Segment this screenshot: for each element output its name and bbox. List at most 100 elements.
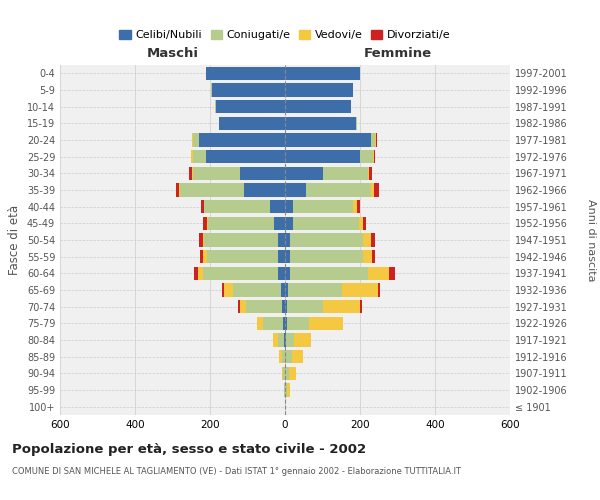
Bar [257, 316, 263, 330]
Legend: Celibi/Nubili, Coniugati/e, Vedovi/e, Divorziati/e: Celibi/Nubili, Coniugati/e, Vedovi/e, Di… [115, 25, 455, 44]
Bar [356, 116, 357, 130]
Bar [364, 234, 371, 246]
Bar [370, 166, 373, 180]
Bar [284, 334, 285, 346]
Bar [285, 284, 288, 296]
Bar [207, 216, 208, 230]
Bar [199, 134, 285, 146]
Bar [180, 184, 244, 196]
Bar [179, 184, 180, 196]
Text: COMUNE DI SAN MICHELE AL TAGLIAMENTO (VE) - Dati ISTAT 1° gennaio 2002 - Elabora: COMUNE DI SAN MICHELE AL TAGLIAMENTO (VE… [12, 468, 461, 476]
Bar [203, 250, 207, 264]
Bar [273, 334, 277, 346]
Text: Femmine: Femmine [364, 47, 431, 60]
Bar [378, 284, 380, 296]
Bar [360, 150, 373, 164]
Bar [286, 334, 294, 346]
Bar [305, 184, 371, 196]
Bar [278, 266, 285, 280]
Bar [367, 166, 370, 180]
Bar [285, 384, 287, 396]
Bar [199, 250, 203, 264]
Bar [193, 134, 199, 146]
Bar [277, 334, 284, 346]
Bar [279, 350, 282, 364]
Bar [357, 200, 360, 213]
Bar [190, 166, 193, 180]
Bar [191, 134, 193, 146]
Bar [285, 100, 350, 114]
Bar [375, 134, 376, 146]
Bar [176, 184, 179, 196]
Bar [220, 116, 285, 130]
Bar [290, 250, 362, 264]
Bar [285, 266, 290, 280]
Bar [282, 366, 283, 380]
Bar [323, 300, 360, 314]
Bar [285, 350, 292, 364]
Bar [205, 200, 270, 213]
Bar [278, 250, 285, 264]
Bar [215, 100, 285, 114]
Bar [285, 250, 290, 264]
Bar [199, 234, 203, 246]
Bar [374, 184, 379, 196]
Text: Anni di nascita: Anni di nascita [586, 198, 596, 281]
Bar [270, 200, 285, 213]
Bar [208, 216, 274, 230]
Bar [194, 266, 197, 280]
Bar [206, 150, 285, 164]
Bar [200, 200, 203, 213]
Bar [193, 166, 240, 180]
Bar [281, 284, 285, 296]
Bar [290, 234, 364, 246]
Bar [197, 266, 203, 280]
Bar [371, 234, 376, 246]
Bar [285, 134, 371, 146]
Bar [247, 300, 282, 314]
Bar [284, 384, 285, 396]
Bar [364, 216, 367, 230]
Bar [285, 200, 293, 213]
Bar [285, 84, 353, 96]
Bar [310, 316, 343, 330]
Bar [285, 300, 287, 314]
Bar [285, 366, 289, 380]
Bar [287, 384, 290, 396]
Bar [293, 200, 353, 213]
Bar [290, 266, 368, 280]
Bar [211, 84, 212, 96]
Bar [285, 66, 360, 80]
Bar [206, 66, 285, 80]
Bar [350, 100, 352, 114]
Bar [282, 350, 285, 364]
Bar [239, 300, 247, 314]
Bar [285, 216, 293, 230]
Bar [287, 300, 323, 314]
Bar [373, 150, 374, 164]
Bar [277, 234, 285, 246]
Bar [285, 334, 286, 346]
Bar [203, 234, 205, 246]
Bar [371, 134, 375, 146]
Bar [223, 284, 224, 296]
Y-axis label: Fasce di età: Fasce di età [8, 205, 21, 275]
Bar [359, 216, 364, 230]
Bar [389, 266, 395, 280]
Bar [233, 284, 281, 296]
Bar [224, 284, 233, 296]
Bar [287, 316, 310, 330]
Bar [203, 266, 278, 280]
Bar [362, 250, 372, 264]
Bar [205, 234, 277, 246]
Text: Popolazione per età, sesso e stato civile - 2002: Popolazione per età, sesso e stato civil… [12, 442, 366, 456]
Bar [212, 84, 285, 96]
Bar [238, 300, 239, 314]
Bar [323, 166, 367, 180]
Bar [285, 116, 356, 130]
Bar [274, 216, 285, 230]
Bar [289, 366, 296, 380]
Bar [285, 184, 305, 196]
Bar [368, 266, 389, 280]
Bar [293, 216, 359, 230]
